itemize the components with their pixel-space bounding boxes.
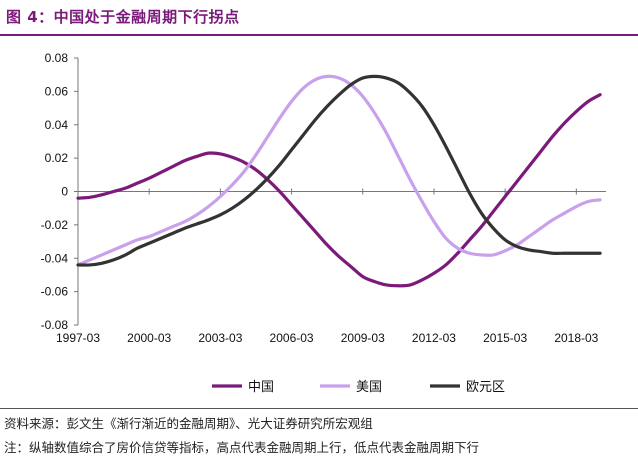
x-tick-label: 2012-03 (412, 331, 456, 345)
title-divider (0, 34, 638, 36)
series-line-2 (76, 74, 602, 267)
y-tick-label: 0.08 (45, 51, 69, 65)
y-tick-label: 0.06 (45, 84, 69, 98)
y-tick-label: -0.08 (41, 318, 69, 332)
x-tick-label: 2015-03 (483, 331, 527, 345)
y-tick-label: 0.02 (45, 151, 69, 165)
source-note: 资料来源：彭文生《渐行渐近的金融周期》、光大证券研究所宏观组 (4, 416, 373, 431)
series-line-0 (76, 93, 602, 288)
x-tick-label: 1997-03 (56, 331, 100, 345)
line-chart: 0.08 0.06 0.04 0.02 0 -0.02 -0.04 -0.06 -0.08199… (41, 51, 606, 395)
x-tick-label: 2006-03 (270, 331, 314, 345)
footer-divider (0, 408, 638, 409)
x-tick-label: 2009-03 (341, 331, 385, 345)
series-line-1 (76, 74, 602, 267)
y-tick-label: -0.02 (41, 218, 69, 232)
legend-label: 欧元区 (466, 380, 505, 395)
x-tick-label: 2018-03 (554, 331, 598, 345)
chart-axes: 0.08 0.06 0.04 0.02 0 -0.02 -0.04 -0.06 -0.08199… (41, 51, 606, 345)
y-tick-label: 0.04 (45, 118, 69, 132)
y-tick-label: 0 (61, 185, 68, 199)
chart-legend: 中国 美国 欧元区 (212, 380, 505, 395)
chart-title: 图 4：中国处于金融周期下行拐点 (6, 8, 240, 26)
series-lines (76, 74, 602, 288)
legend-label: 中国 (248, 380, 274, 395)
x-tick-label: 2000-03 (127, 331, 171, 345)
x-tick-label: 2003-03 (198, 331, 242, 345)
legend-label: 美国 (356, 380, 382, 395)
y-tick-label: -0.04 (41, 251, 69, 265)
y-tick-label: -0.06 (41, 285, 69, 299)
footnote: 注：纵轴数值综合了房价信贷等指标，高点代表金融周期上行，低点代表金融周期下行 (4, 440, 480, 455)
